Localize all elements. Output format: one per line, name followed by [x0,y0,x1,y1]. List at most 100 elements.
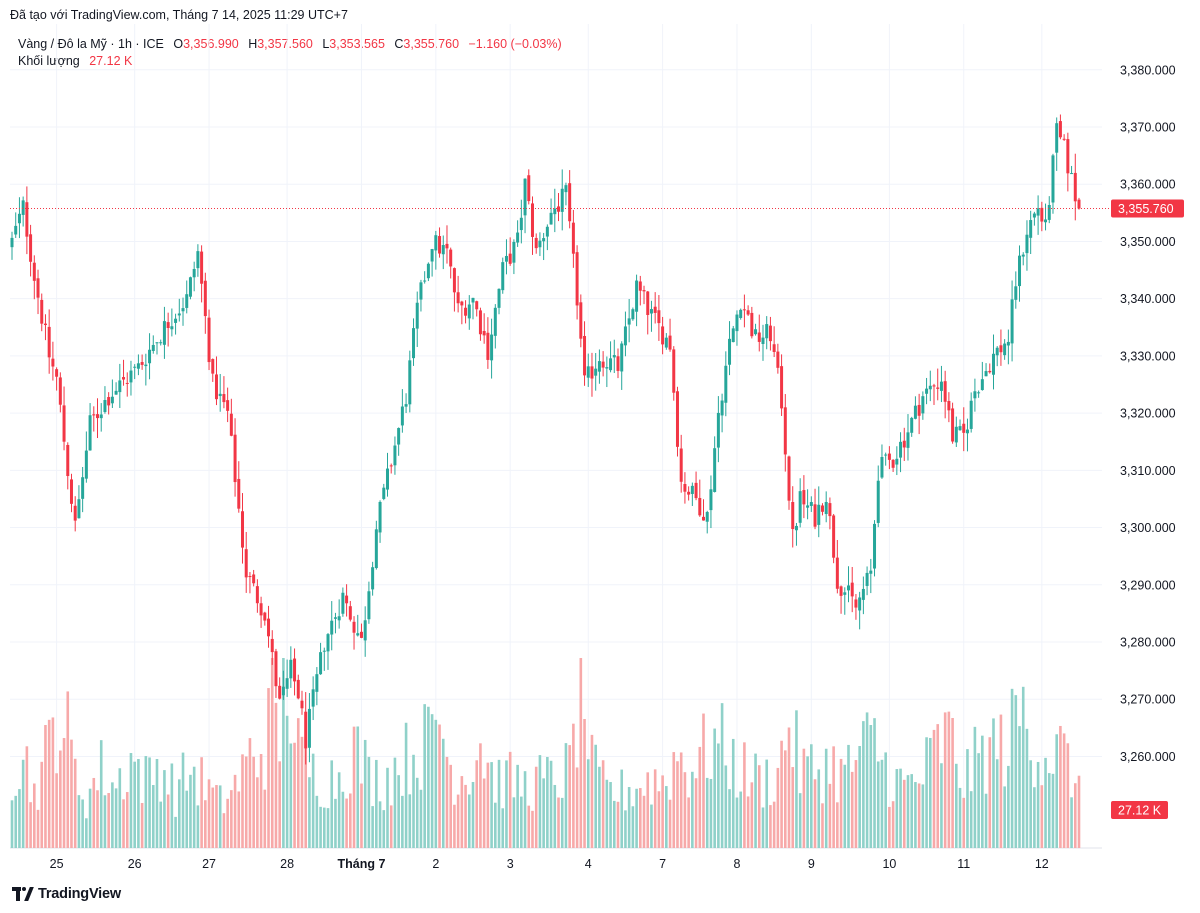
volume-bar [200,757,203,848]
candle-body [333,617,337,619]
candle-body [29,234,33,262]
candle-body [791,502,795,530]
candle-body [263,612,267,621]
candle [226,387,230,423]
candle [248,572,252,594]
volume-bar [163,770,166,848]
candle [553,188,557,233]
legend: Vàng / Đô la Mỹ · 1h · ICE O3,356.990 H3… [18,36,562,70]
candle-body [583,335,587,376]
volume-bar [746,796,750,848]
volume-bar [564,743,568,848]
volume-bar [118,768,122,848]
volume-bar [802,748,806,848]
candle [319,642,323,675]
candle [969,392,973,433]
tradingview-logo[interactable]: TradingView [12,886,121,902]
candle-body [181,308,185,312]
candle-body [255,586,259,604]
volume-bar [174,816,177,848]
volume-bar [285,715,289,848]
candle [713,436,717,493]
candle-body [713,448,717,492]
volume-bar [378,801,382,848]
volume-bar [363,739,367,848]
candle-body [1036,208,1040,216]
volume-bars [10,658,1081,848]
candle [635,274,639,327]
candle [397,427,401,456]
price-tick-label: 3,300.000 [1120,521,1176,535]
candle [404,393,408,413]
candle [122,359,126,386]
volume-bar [92,777,96,848]
low-value: 3,353.565 [329,37,385,51]
candle-body [371,567,375,590]
volume-bar [375,759,378,848]
time-axis[interactable]: 25 26 27 28 Tháng 7 2 3 4 7 8 9 10 11 12 [50,857,1049,871]
volume-bar [977,753,980,848]
price-axis[interactable]: 3,260.000 3,270.000 3,280.000 3,290.000 3,30… [1120,63,1176,764]
candle-body [973,391,977,399]
candle [125,372,129,397]
candle-body [133,366,137,368]
candle [616,348,620,379]
volume-bar [836,802,839,848]
volume-label[interactable]: Khối lượng [18,54,80,68]
volume-bar [657,791,661,848]
candle [1044,203,1048,231]
candle [438,227,442,258]
volume-bar [36,809,40,848]
candle [241,493,245,564]
volume-bar [717,743,720,848]
candle [932,383,936,405]
candle-body [854,599,858,608]
candle-body [542,238,546,242]
candle-body [675,391,679,447]
candle [352,616,356,650]
candle-body [66,444,70,477]
candle [270,630,274,665]
candle-body [754,329,758,335]
candle [25,186,29,255]
candle-body [374,529,378,569]
candle [1036,195,1040,235]
volume-bar [196,805,200,848]
candle [162,306,166,359]
candle-body [177,313,181,316]
volume-bar [293,742,296,848]
candle [698,479,702,517]
candle [289,646,293,688]
symbol-label[interactable]: Vàng / Đô la Mỹ · 1h · ICE [18,37,164,51]
candle [1055,117,1059,171]
volume-bar [783,750,787,848]
volume-bar [824,748,828,848]
volume-bar [672,752,676,848]
candle [728,321,732,376]
price-tick-label: 3,330.000 [1120,349,1176,363]
time-tick-label: 10 [882,857,896,871]
candle-body [586,366,590,378]
candle [806,489,810,520]
candle [374,520,378,570]
volume-bar [653,769,657,848]
candle [657,295,661,341]
candle-body [296,679,300,699]
candle-body [508,253,512,264]
candle-body [545,226,549,237]
candle [612,339,616,374]
volume-bar [850,771,854,848]
candle [694,471,698,501]
volume-bar [798,793,802,848]
candle-body [768,325,772,342]
candle-body [352,621,356,633]
candle [951,402,955,444]
candle-body [664,337,668,348]
candle [1077,197,1081,210]
candle [408,350,412,413]
volume-bar [497,759,501,848]
time-tick-label: 8 [733,857,740,871]
candle-body [988,370,992,373]
candle [936,368,940,401]
